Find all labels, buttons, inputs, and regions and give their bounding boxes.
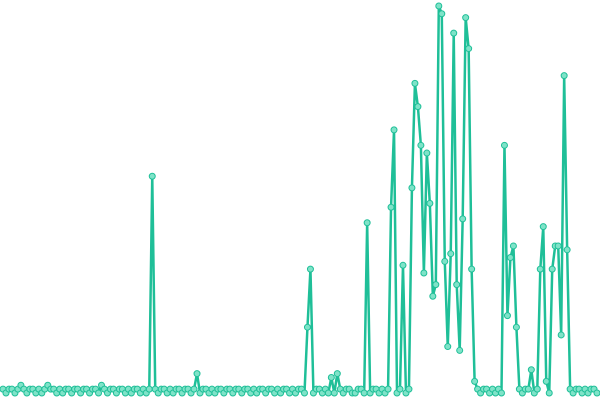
- point: [190, 385, 198, 393]
- point: [429, 292, 437, 300]
- point: [536, 265, 544, 273]
- point: [548, 265, 556, 273]
- point: [563, 246, 571, 254]
- point: [396, 385, 404, 393]
- point: [432, 281, 440, 289]
- point: [148, 172, 156, 180]
- point: [593, 389, 600, 397]
- point: [420, 269, 428, 277]
- point: [363, 219, 371, 227]
- point: [506, 254, 514, 262]
- point: [527, 366, 535, 374]
- point: [509, 242, 517, 250]
- point: [545, 389, 553, 397]
- point: [435, 2, 443, 10]
- point: [303, 323, 311, 331]
- point: [453, 281, 461, 289]
- point: [387, 203, 395, 211]
- point: [557, 331, 565, 339]
- point: [417, 141, 425, 149]
- point: [423, 149, 431, 157]
- point: [360, 389, 368, 397]
- point: [414, 103, 422, 111]
- point: [500, 141, 508, 149]
- point: [95, 389, 103, 397]
- point: [438, 10, 446, 18]
- point: [408, 184, 416, 192]
- point: [497, 389, 505, 397]
- point: [324, 389, 332, 397]
- point: [327, 374, 335, 382]
- point: [306, 265, 314, 273]
- point: [471, 377, 479, 385]
- point: [330, 389, 338, 397]
- point: [468, 265, 476, 273]
- point: [193, 370, 201, 378]
- point: [441, 257, 449, 265]
- point: [300, 389, 308, 397]
- point: [333, 370, 341, 378]
- point: [450, 29, 458, 37]
- point: [459, 215, 467, 223]
- point: [444, 343, 452, 351]
- point: [533, 385, 541, 393]
- point: [384, 385, 392, 393]
- point: [399, 261, 407, 269]
- point: [542, 377, 550, 385]
- point: [447, 250, 455, 258]
- point: [390, 126, 398, 134]
- point: [539, 223, 547, 231]
- point: [554, 242, 562, 250]
- point: [145, 385, 153, 393]
- point: [456, 346, 464, 354]
- point: [512, 323, 520, 331]
- point: [426, 199, 434, 207]
- point: [405, 385, 413, 393]
- point: [411, 79, 419, 87]
- point: [465, 45, 473, 53]
- point: [560, 72, 568, 80]
- line: [2, 4, 598, 395]
- point: [462, 14, 470, 22]
- point: [524, 385, 532, 393]
- point: [503, 312, 511, 320]
